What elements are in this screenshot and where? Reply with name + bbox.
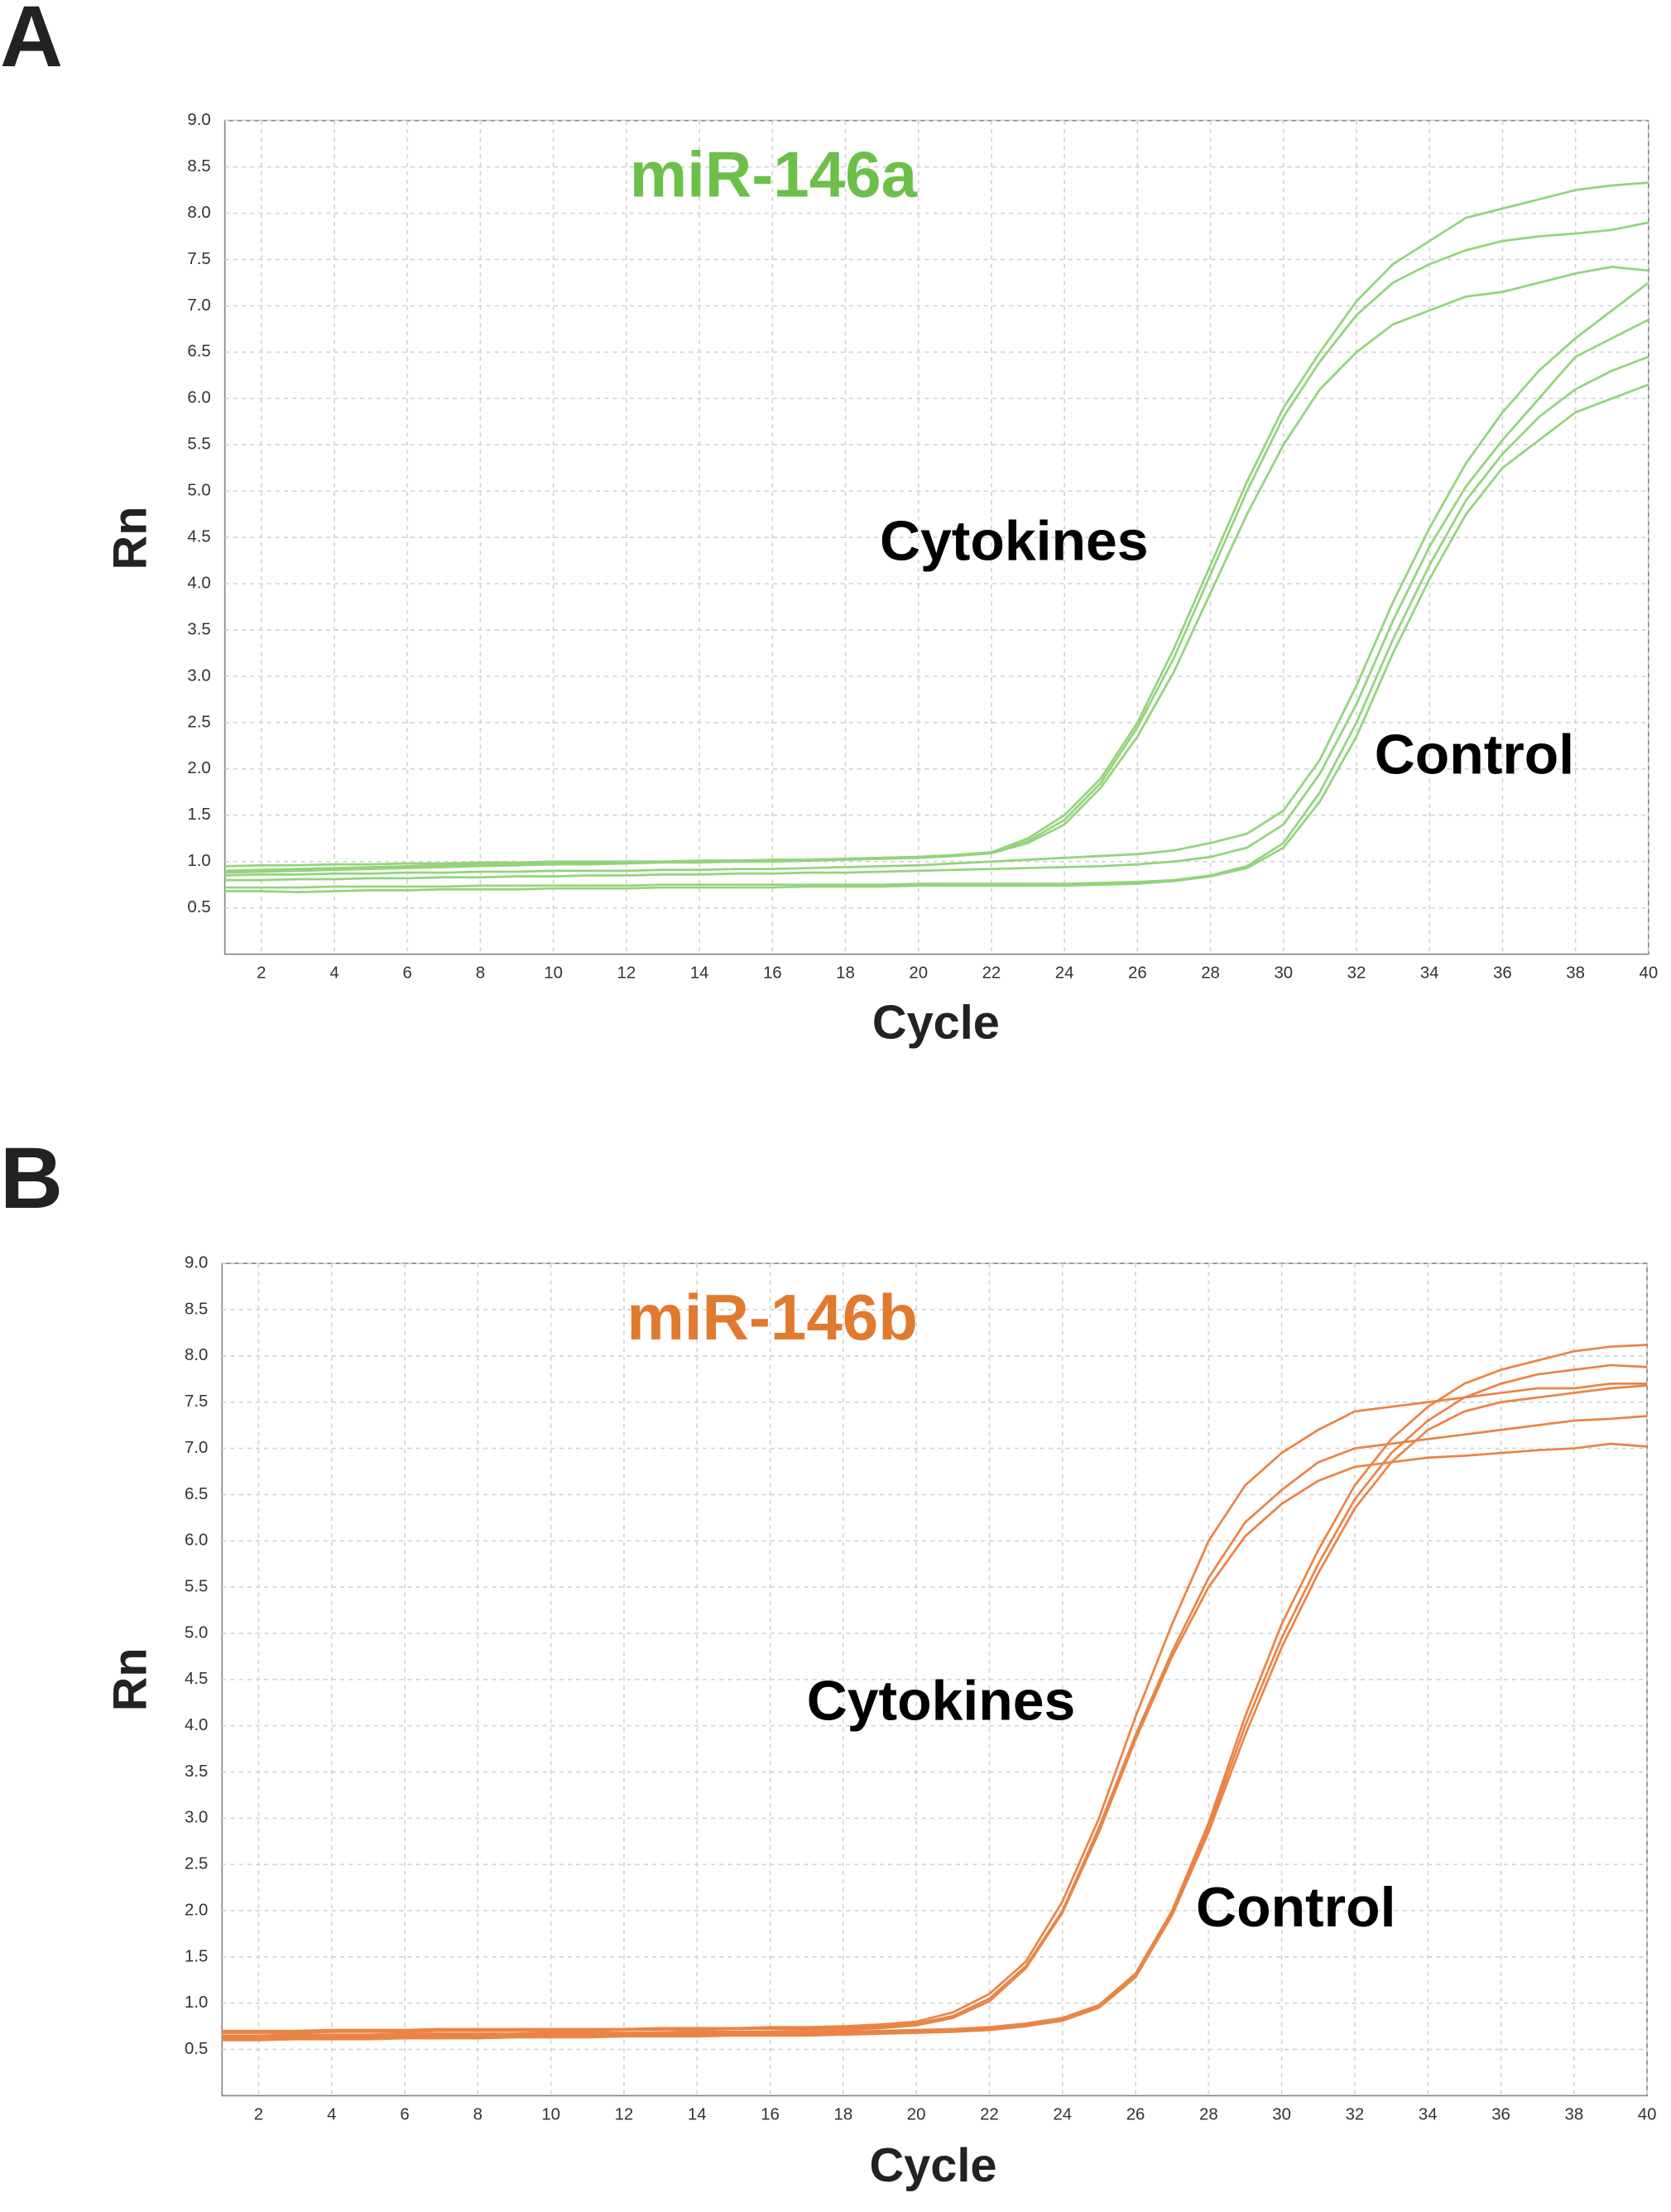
x-tick-label: 22 xyxy=(980,2106,999,2124)
annotation: Control xyxy=(1375,724,1574,786)
x-tick-label: 38 xyxy=(1566,964,1585,983)
x-tick-label: 20 xyxy=(909,964,928,983)
y-tick-label: 7.0 xyxy=(185,1439,208,1457)
y-tick-label: 5.0 xyxy=(187,482,210,500)
x-tick-label: 16 xyxy=(761,2106,780,2124)
x-tick-label: 6 xyxy=(400,2106,409,2124)
annotation: Cytokines xyxy=(807,1670,1076,1732)
x-tick-label: 26 xyxy=(1126,2106,1145,2124)
y-tick-label: 4.0 xyxy=(185,1716,208,1734)
x-tick-label: 28 xyxy=(1199,2106,1218,2124)
data-line xyxy=(224,383,1649,893)
x-tick-label: 30 xyxy=(1272,2106,1291,2124)
y-tick-label: 5.5 xyxy=(187,435,210,454)
annotation: Control xyxy=(1196,1877,1395,1939)
x-tick-label: 40 xyxy=(1640,964,1659,983)
data-line xyxy=(224,355,1649,889)
x-tick-label: 14 xyxy=(690,964,709,983)
y-tick-label: 7.0 xyxy=(187,296,210,315)
x-tick-label: 24 xyxy=(1055,964,1074,983)
x-tick-label: 30 xyxy=(1274,964,1293,983)
y-tick-label: 7.5 xyxy=(187,250,210,268)
x-tick-label: 10 xyxy=(544,964,563,983)
x-tick-label: 16 xyxy=(763,964,782,983)
x-tick-label: 18 xyxy=(836,964,855,983)
y-tick-label: 2.5 xyxy=(185,1855,208,1873)
chart-title: miR-146a xyxy=(630,138,918,211)
x-tick-label: 40 xyxy=(1638,2106,1657,2124)
x-tick-label: 2 xyxy=(254,2106,263,2124)
y-tick-label: 2.0 xyxy=(185,1901,208,1919)
x-axis-label: Cycle xyxy=(870,2139,997,2192)
data-line xyxy=(222,1384,1648,2041)
x-tick-label: 34 xyxy=(1419,2106,1438,2124)
y-tick-label: 0.5 xyxy=(185,2040,208,2058)
y-axis-label: Rn xyxy=(104,1647,157,1711)
x-tick-label: 8 xyxy=(476,964,485,983)
y-tick-label: 4.5 xyxy=(187,528,210,546)
data-line xyxy=(222,1442,1648,2037)
y-tick-label: 9.0 xyxy=(187,111,210,129)
x-tick-label: 24 xyxy=(1053,2106,1072,2124)
x-tick-label: 4 xyxy=(329,964,339,983)
data-line xyxy=(222,1415,1648,2034)
y-tick-label: 5.5 xyxy=(185,1577,208,1595)
x-tick-label: 14 xyxy=(688,2106,707,2124)
annotation: Cytokines xyxy=(880,510,1149,572)
x-tick-label: 22 xyxy=(982,964,1001,983)
y-axis-label: Rn xyxy=(104,507,157,570)
x-tick-label: 38 xyxy=(1565,2106,1584,2124)
y-tick-label: 6.5 xyxy=(185,1485,208,1503)
y-tick-label: 8.5 xyxy=(187,157,210,176)
x-tick-label: 12 xyxy=(617,964,636,983)
x-tick-label: 10 xyxy=(541,2106,560,2124)
y-tick-label: 3.0 xyxy=(185,1809,208,1827)
x-tick-label: 28 xyxy=(1201,964,1220,983)
x-tick-label: 32 xyxy=(1346,2106,1365,2124)
y-tick-label: 3.0 xyxy=(187,666,210,685)
y-tick-label: 4.5 xyxy=(185,1670,208,1688)
panel-letter: B xyxy=(0,1130,63,1227)
y-tick-label: 5.0 xyxy=(185,1623,208,1642)
data-line xyxy=(224,318,1649,882)
x-tick-label: 4 xyxy=(327,2106,336,2124)
y-tick-label: 2.5 xyxy=(187,713,210,731)
y-tick-label: 1.0 xyxy=(185,1993,208,2012)
y-tick-label: 3.5 xyxy=(185,1762,208,1781)
x-axis-label: Cycle xyxy=(872,996,1000,1049)
x-tick-label: 36 xyxy=(1493,964,1512,983)
data-line xyxy=(224,281,1649,877)
y-tick-label: 9.0 xyxy=(185,1254,208,1272)
y-tick-label: 6.0 xyxy=(187,389,210,407)
x-tick-label: 34 xyxy=(1420,964,1439,983)
y-tick-label: 6.5 xyxy=(187,343,210,361)
y-tick-label: 8.5 xyxy=(185,1300,208,1318)
y-tick-label: 8.0 xyxy=(187,204,210,222)
x-tick-label: 20 xyxy=(907,2106,926,2124)
panel-letter: A xyxy=(0,0,63,85)
y-tick-label: 2.0 xyxy=(187,759,210,777)
y-tick-label: 6.0 xyxy=(185,1532,208,1550)
chart-title: miR-146b xyxy=(627,1281,918,1354)
y-tick-label: 8.0 xyxy=(185,1346,208,1364)
x-tick-label: 18 xyxy=(834,2106,853,2124)
y-tick-label: 7.5 xyxy=(185,1392,208,1411)
data-line xyxy=(222,1382,1648,2032)
y-tick-label: 4.0 xyxy=(187,574,210,592)
x-tick-label: 6 xyxy=(403,964,412,983)
x-tick-label: 32 xyxy=(1347,964,1366,983)
x-tick-label: 8 xyxy=(473,2106,483,2124)
x-tick-label: 26 xyxy=(1128,964,1147,983)
y-tick-label: 1.0 xyxy=(187,852,210,870)
y-tick-label: 1.5 xyxy=(185,1947,208,1965)
x-tick-label: 12 xyxy=(615,2106,634,2124)
data-line xyxy=(224,266,1649,874)
y-tick-label: 1.5 xyxy=(187,805,210,824)
y-tick-label: 3.5 xyxy=(187,620,210,638)
y-tick-label: 0.5 xyxy=(187,898,210,916)
x-tick-label: 2 xyxy=(257,964,266,983)
x-tick-label: 36 xyxy=(1491,2106,1510,2124)
